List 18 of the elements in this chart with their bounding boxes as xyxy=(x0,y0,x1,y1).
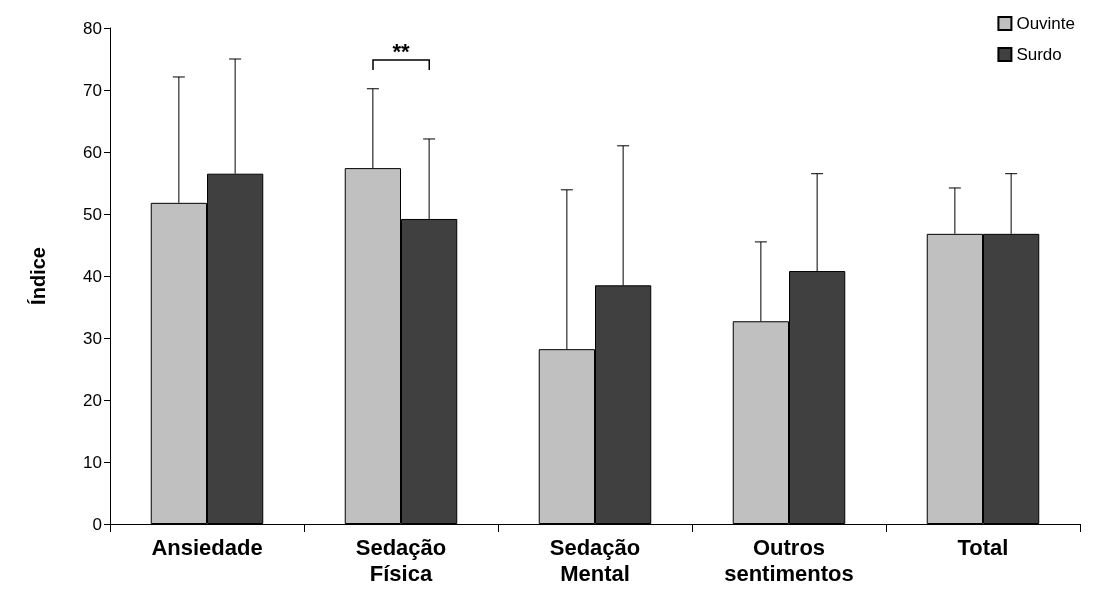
legend-label: Ouvinte xyxy=(1016,14,1076,33)
x-tick-label: Ansiedade xyxy=(151,534,263,560)
x-tick-label: Outros sentimentos xyxy=(724,534,854,586)
y-axis-title: Índice xyxy=(27,247,49,305)
y-tick-label: 50 xyxy=(83,204,102,224)
legend-label: Surdo xyxy=(1016,45,1062,64)
x-tick-label: Sedação Física xyxy=(355,534,447,586)
y-tick-label: 0 xyxy=(92,514,102,534)
y-tick-label: 70 xyxy=(83,80,102,100)
y-tick-label: 30 xyxy=(83,328,102,348)
y-tick-label: 10 xyxy=(83,452,102,472)
x-tick-label: Sedação Mental xyxy=(549,534,641,586)
y-tick-label: 60 xyxy=(83,142,102,162)
x-tick-label: Total xyxy=(957,534,1009,560)
y-tick-label: 20 xyxy=(83,390,102,410)
y-tick-label: 40 xyxy=(83,266,102,286)
y-tick-label: 80 xyxy=(83,18,102,38)
annotation: ** xyxy=(392,39,410,65)
